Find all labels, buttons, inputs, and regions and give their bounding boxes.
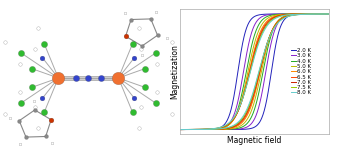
Line: 3.0 K: 3.0 K bbox=[180, 14, 329, 129]
5.0 K bbox=[278, 14, 282, 16]
6.5 K bbox=[327, 13, 331, 15]
6.5 K bbox=[204, 128, 209, 130]
2.0 K bbox=[204, 129, 209, 130]
8.0 K bbox=[327, 13, 331, 15]
2.0 K bbox=[216, 127, 221, 129]
Line: 7.0 K: 7.0 K bbox=[180, 14, 329, 129]
2.0 K bbox=[266, 13, 270, 15]
3.0 K bbox=[204, 129, 209, 130]
3.0 K bbox=[290, 13, 294, 15]
Line: 5.0 K: 5.0 K bbox=[180, 14, 329, 129]
5.0 K bbox=[178, 129, 182, 130]
6.5 K bbox=[278, 15, 282, 16]
6.0 K bbox=[216, 127, 221, 129]
6.5 K bbox=[178, 129, 182, 130]
4.0 K bbox=[178, 129, 182, 130]
5.0 K bbox=[245, 73, 250, 75]
2.0 K bbox=[245, 24, 250, 26]
3.0 K bbox=[178, 129, 182, 130]
2.0 K bbox=[178, 129, 182, 130]
7.5 K bbox=[204, 128, 209, 130]
4.0 K bbox=[216, 128, 221, 130]
6.0 K bbox=[266, 19, 270, 21]
7.0 K bbox=[266, 22, 270, 24]
3.0 K bbox=[245, 48, 250, 50]
3.0 K bbox=[327, 13, 331, 15]
X-axis label: Magnetic field: Magnetic field bbox=[228, 136, 282, 145]
7.0 K bbox=[245, 80, 250, 82]
7.5 K bbox=[245, 81, 250, 83]
8.0 K bbox=[178, 129, 182, 130]
2.0 K bbox=[327, 13, 331, 15]
7.0 K bbox=[204, 128, 209, 130]
6.0 K bbox=[290, 13, 294, 15]
2.0 K bbox=[278, 13, 282, 15]
Y-axis label: Magnetization: Magnetization bbox=[170, 44, 179, 99]
6.0 K bbox=[278, 14, 282, 16]
7.0 K bbox=[178, 129, 182, 130]
8.0 K bbox=[204, 128, 209, 130]
7.5 K bbox=[178, 129, 182, 130]
3.0 K bbox=[278, 13, 282, 15]
7.5 K bbox=[278, 15, 282, 17]
4.0 K bbox=[278, 13, 282, 15]
7.5 K bbox=[266, 23, 270, 25]
5.0 K bbox=[327, 13, 331, 15]
5.0 K bbox=[204, 129, 209, 130]
Line: 4.0 K: 4.0 K bbox=[180, 14, 329, 129]
6.0 K bbox=[245, 77, 250, 79]
7.5 K bbox=[327, 13, 331, 15]
7.0 K bbox=[290, 13, 294, 15]
8.0 K bbox=[245, 82, 250, 83]
5.0 K bbox=[216, 128, 221, 130]
5.0 K bbox=[290, 13, 294, 15]
6.5 K bbox=[216, 127, 221, 129]
4.0 K bbox=[245, 64, 250, 66]
8.0 K bbox=[278, 16, 282, 17]
2.0 K bbox=[290, 13, 294, 15]
7.5 K bbox=[216, 127, 221, 129]
6.0 K bbox=[178, 129, 182, 130]
6.0 K bbox=[204, 128, 209, 130]
7.5 K bbox=[290, 13, 294, 15]
Line: 8.0 K: 8.0 K bbox=[180, 14, 329, 129]
Legend: 2.0 K, 3.0 K, 4.0 K, 5.0 K, 6.0 K, 6.5 K, 7.0 K, 7.5 K, 8.0 K: 2.0 K, 3.0 K, 4.0 K, 5.0 K, 6.0 K, 6.5 K… bbox=[290, 48, 312, 96]
4.0 K bbox=[327, 13, 331, 15]
3.0 K bbox=[266, 14, 270, 16]
3.0 K bbox=[216, 128, 221, 130]
6.5 K bbox=[290, 13, 294, 15]
5.0 K bbox=[266, 17, 270, 19]
8.0 K bbox=[216, 127, 221, 129]
Line: 6.0 K: 6.0 K bbox=[180, 14, 329, 129]
Line: 6.5 K: 6.5 K bbox=[180, 14, 329, 129]
6.5 K bbox=[245, 79, 250, 81]
7.0 K bbox=[327, 13, 331, 15]
4.0 K bbox=[290, 13, 294, 15]
7.0 K bbox=[278, 15, 282, 17]
4.0 K bbox=[204, 129, 209, 130]
6.0 K bbox=[327, 13, 331, 15]
7.0 K bbox=[216, 127, 221, 129]
Line: 7.5 K: 7.5 K bbox=[180, 14, 329, 129]
8.0 K bbox=[266, 24, 270, 26]
8.0 K bbox=[290, 14, 294, 15]
6.5 K bbox=[266, 20, 270, 22]
Line: 2.0 K: 2.0 K bbox=[180, 14, 329, 129]
4.0 K bbox=[266, 15, 270, 17]
